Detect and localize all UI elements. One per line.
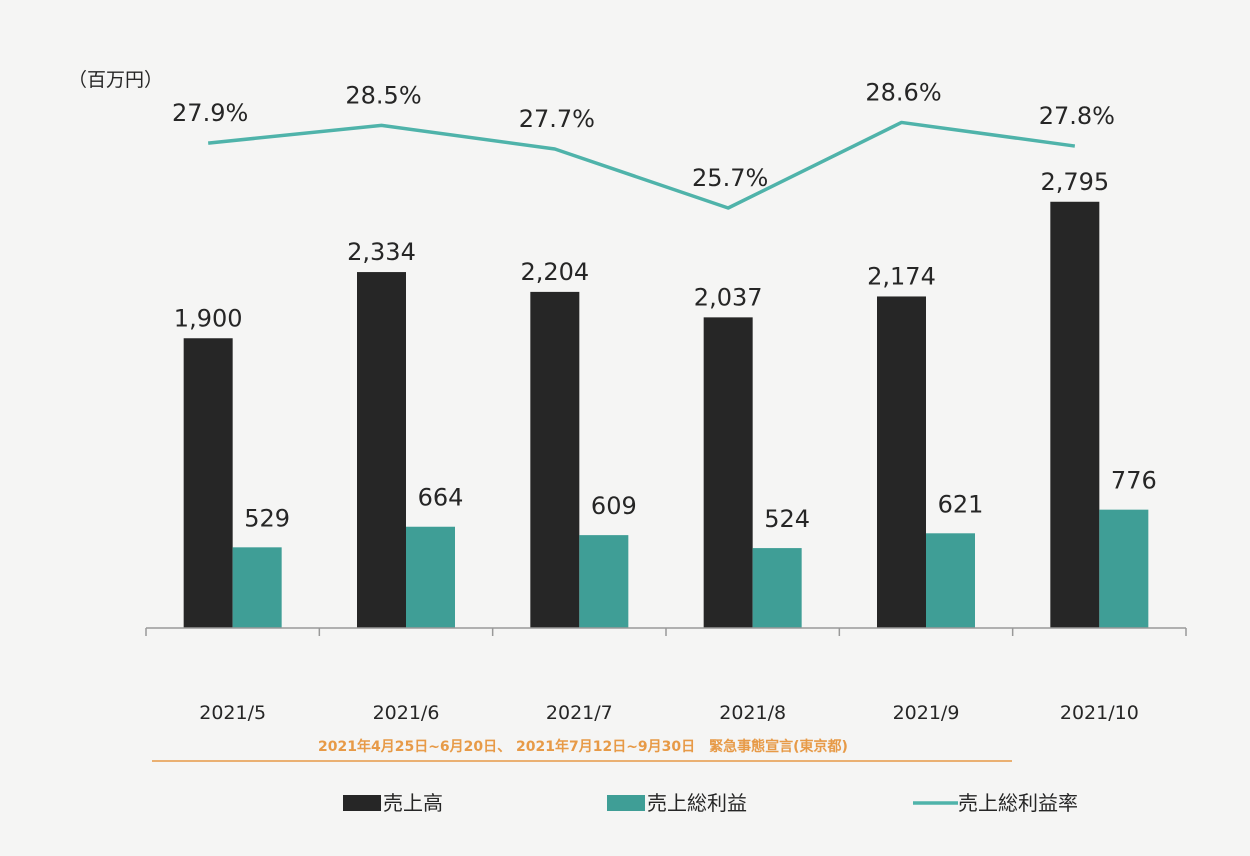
label-gross-profit: 664	[418, 484, 464, 512]
label-margin: 27.7%	[519, 105, 595, 133]
bars-group	[183, 201, 1149, 628]
bar-sales	[877, 296, 926, 628]
legend-swatch	[607, 795, 645, 811]
label-sales: 2,334	[347, 238, 416, 266]
legend-label: 売上高	[383, 791, 443, 815]
unit-label: （百万円）	[68, 69, 163, 91]
label-margin: 25.7%	[692, 164, 768, 192]
label-gross-profit: 524	[764, 505, 810, 533]
margin-line	[207, 120, 1076, 210]
label-gross-profit: 776	[1111, 467, 1157, 495]
legend-gross-profit: 売上総利益	[607, 791, 747, 815]
x-tick-label: 2021/5	[199, 702, 266, 724]
label-sales: 1,900	[174, 304, 243, 332]
label-gross-profit: 529	[244, 504, 290, 532]
bar-gross-profit	[1099, 509, 1149, 628]
data-labels-group: 1,900 529 27.9% 2,334 664 28.5% 2,204 609 27.7% 2…	[172, 78, 1157, 533]
label-gross-profit: 609	[591, 492, 637, 520]
legend-label: 売上総利益率	[958, 791, 1078, 815]
bar-gross-profit	[232, 547, 282, 628]
label-margin: 27.9%	[172, 99, 248, 127]
bar-gross-profit	[926, 533, 975, 628]
bar-sales	[357, 272, 406, 628]
label-margin: 28.6%	[865, 78, 941, 106]
label-gross-profit: 621	[938, 490, 984, 518]
legend-label: 売上総利益	[647, 791, 747, 815]
bar-gross-profit	[752, 548, 802, 628]
label-sales: 2,174	[867, 262, 936, 290]
bar-gross-profit	[579, 535, 629, 628]
legend-sales: 売上高	[343, 791, 443, 815]
label-sales: 2,795	[1040, 168, 1109, 196]
x-tick-label: 2021/7	[546, 702, 613, 724]
legend-margin: 売上総利益率	[913, 791, 1078, 815]
label-margin: 28.5%	[345, 81, 421, 109]
x-axis: 2021/5 2021/6 2021/7 2021/8 2021/9 2021/10	[145, 627, 1187, 724]
bar-sales	[1050, 201, 1100, 628]
bar-gross-profit	[406, 526, 455, 628]
legend: 売上高 売上総利益 売上総利益率	[343, 791, 1078, 815]
bar-sales	[703, 317, 753, 628]
legend-swatch	[343, 795, 381, 811]
x-tick-label: 2021/9	[893, 702, 960, 724]
x-tick-label: 2021/6	[373, 702, 440, 724]
label-sales: 2,037	[694, 283, 763, 311]
label-sales: 2,204	[520, 258, 589, 286]
emergency-declaration-note: 2021年4月25日~6月20日、 2021年7月12日~9月30日 緊急事態宣…	[318, 738, 848, 755]
label-margin: 27.8%	[1039, 102, 1115, 130]
margin-line-group	[207, 120, 1076, 210]
bar-sales	[183, 338, 233, 628]
x-tick-label: 2021/10	[1060, 702, 1139, 724]
bar-sales	[530, 291, 580, 628]
x-tick-label: 2021/8	[719, 702, 786, 724]
